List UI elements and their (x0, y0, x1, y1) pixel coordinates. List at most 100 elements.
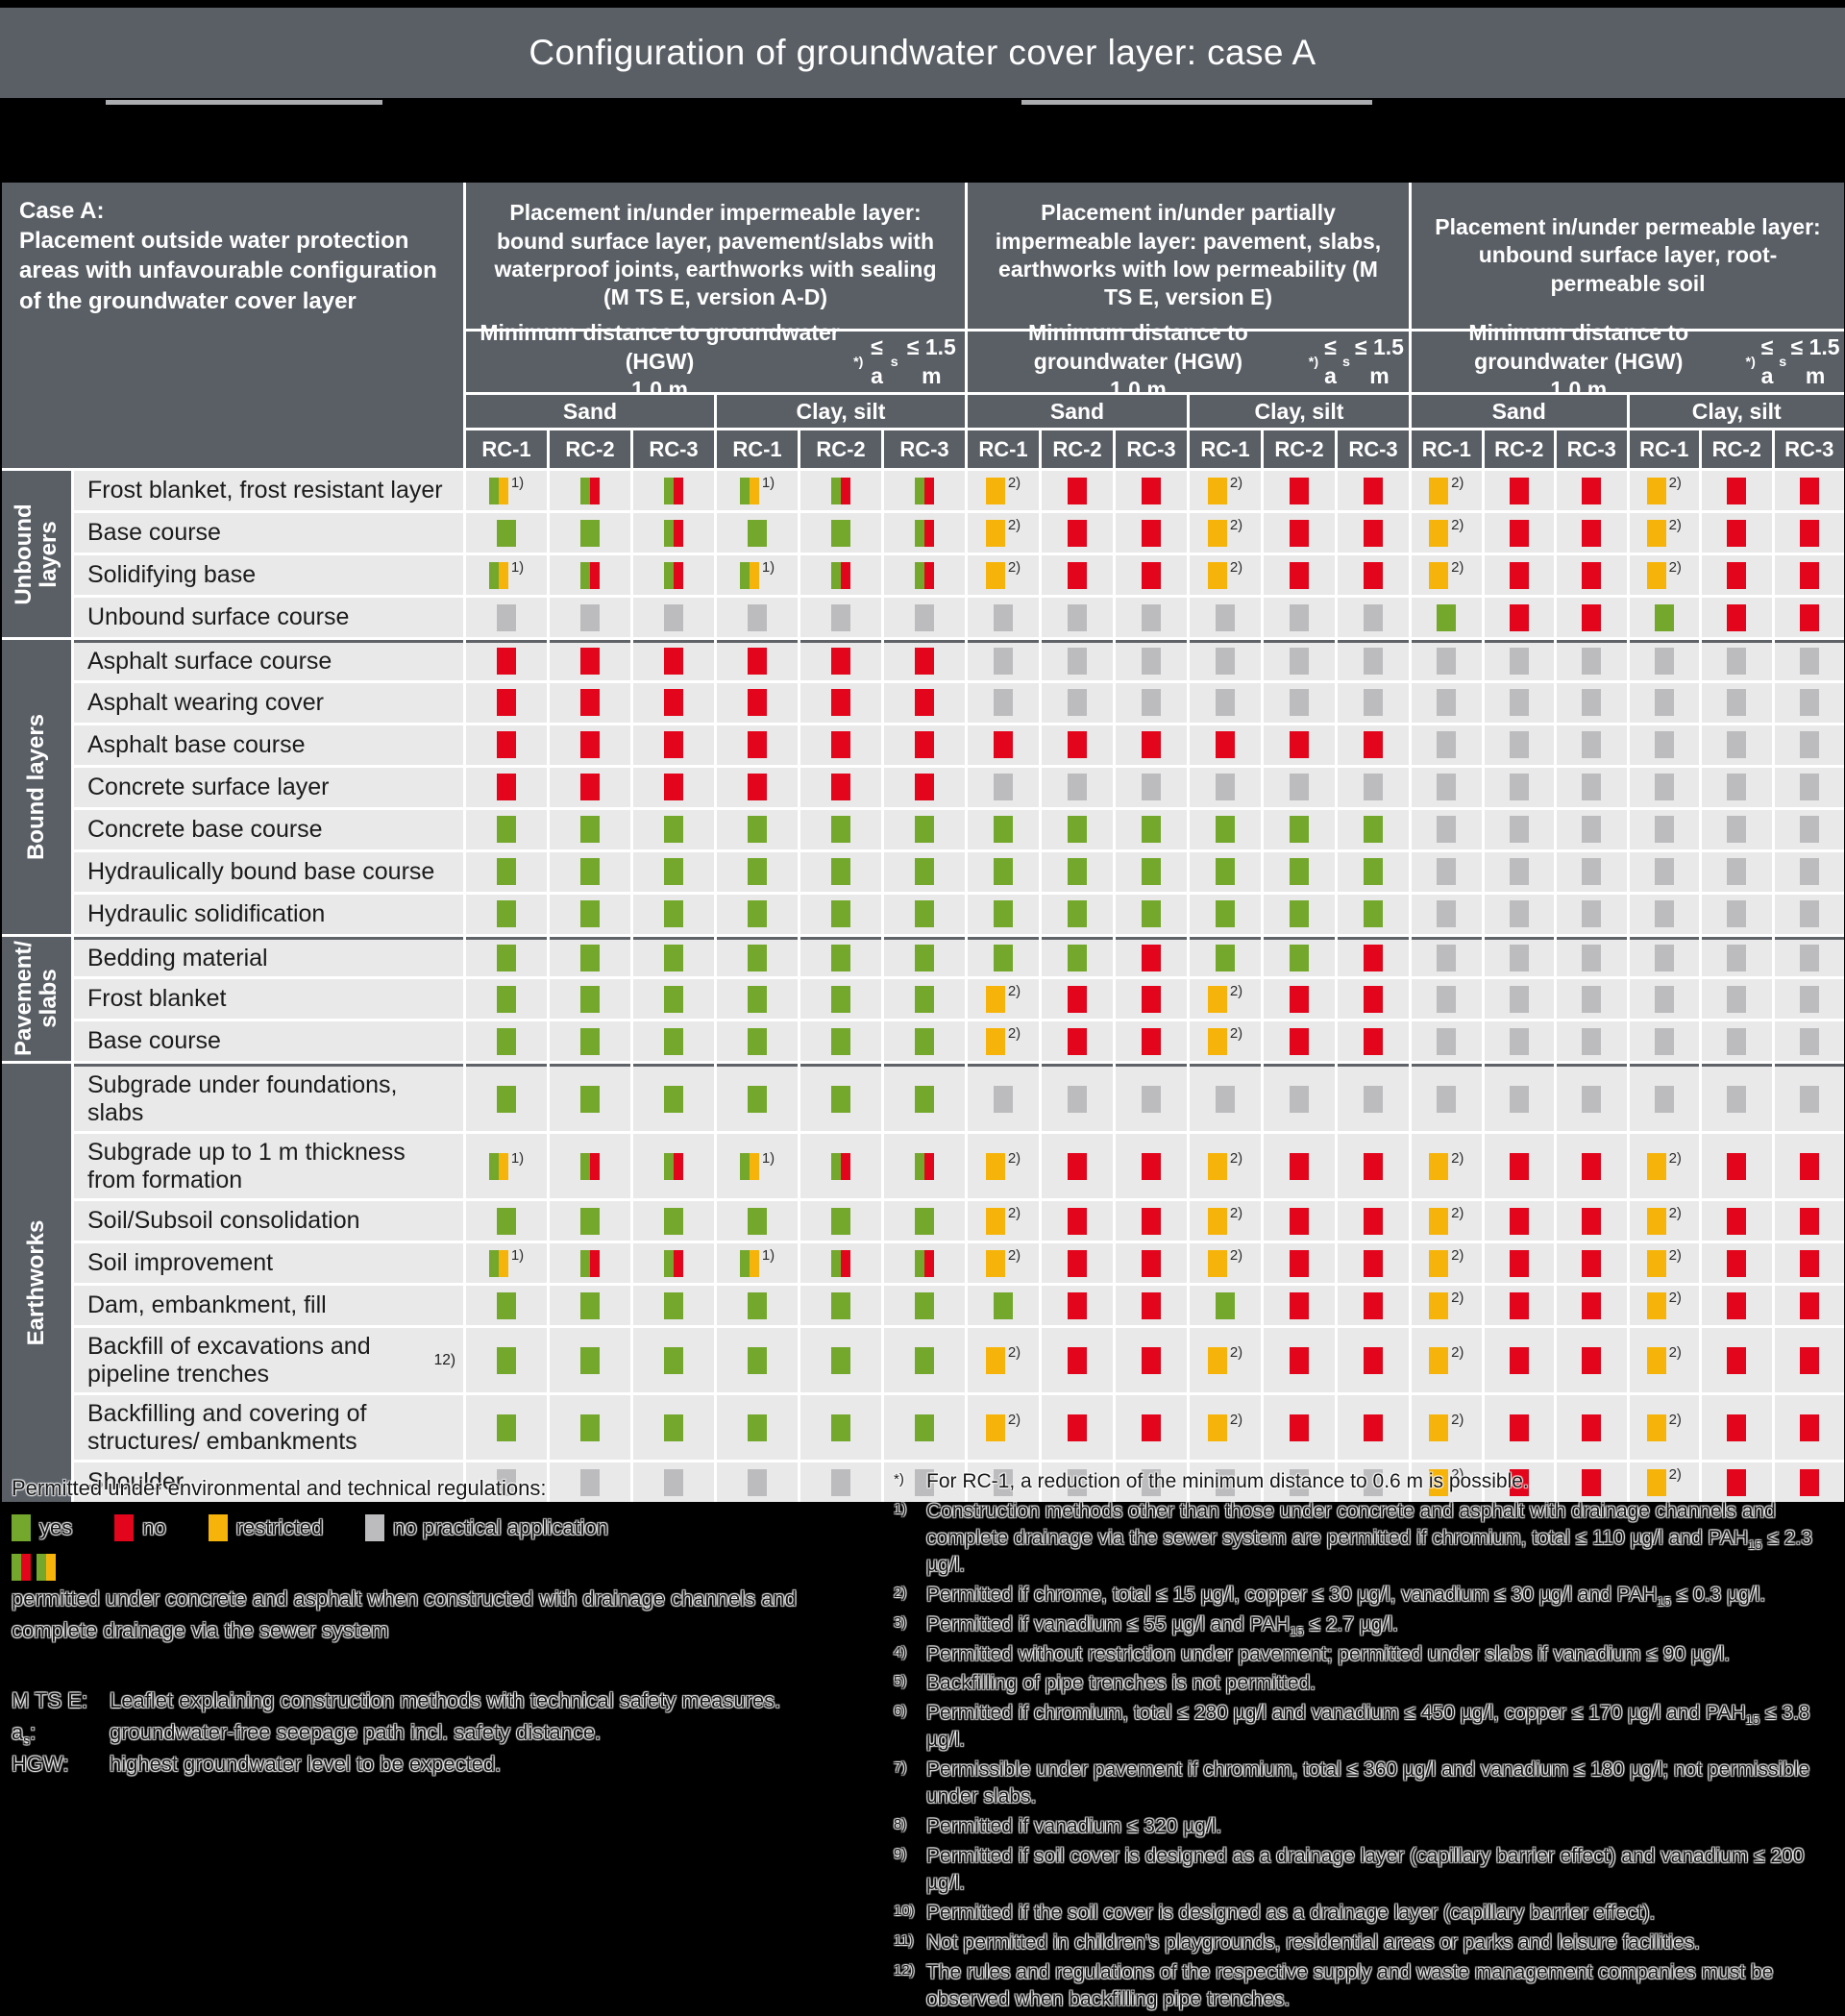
status-swatch-g (748, 1346, 767, 1374)
status-swatch-r (1068, 1152, 1087, 1180)
status-swatch-n (1142, 689, 1161, 716)
data-cell (1702, 894, 1772, 934)
status-swatch-n (994, 1468, 1013, 1496)
status-swatch-g (1216, 944, 1235, 971)
data-cell (1557, 1395, 1627, 1460)
data-cell: 2) (1412, 1463, 1482, 1502)
footnote-text: Not permitted in children’s playgrounds,… (926, 1930, 1701, 1954)
status-swatch-r (1290, 1152, 1309, 1180)
data-cell (800, 682, 881, 723)
status-swatch-n (1437, 648, 1457, 676)
cell-footnote-marker: 2) (1668, 1247, 1682, 1264)
data-cell (1338, 1463, 1409, 1502)
status-swatch-r (1290, 1291, 1309, 1319)
status-swatch-n (1216, 689, 1235, 716)
data-cell (1557, 598, 1627, 637)
status-swatch-y2 (1429, 1346, 1449, 1374)
data-cell (1116, 851, 1187, 892)
row-label: Asphalt surface course (74, 640, 463, 680)
data-cell (1557, 767, 1627, 807)
status-swatch-gy1 (488, 1249, 508, 1277)
status-swatch-g (748, 900, 767, 927)
data-cell (1338, 979, 1409, 1019)
status-swatch-r (1509, 1152, 1529, 1180)
data-cell (1484, 1395, 1554, 1460)
status-swatch-n (994, 603, 1013, 631)
data-cell: 2) (1190, 1243, 1261, 1283)
status-swatch-y2 (1429, 1468, 1449, 1496)
title-bar: Configuration of groundwater cover layer… (0, 8, 1845, 98)
data-cell (550, 1463, 630, 1502)
status-swatch-r (1068, 731, 1087, 758)
footnote-text: Permitted if vanadium ≤ 55 µg/l and PAH1… (926, 1612, 1398, 1638)
footnote-text: Construction methods other than those un… (926, 1499, 1812, 1576)
status-swatch-n (1509, 1027, 1529, 1055)
status-swatch-r (831, 648, 850, 676)
data-cell: 2) (968, 555, 1039, 595)
status-swatch-r (497, 648, 516, 676)
status-swatch-g (1142, 900, 1161, 927)
data-cell (1484, 1134, 1554, 1198)
data-cell (1484, 851, 1554, 892)
data-cell (717, 767, 798, 807)
status-swatch-g (1068, 858, 1087, 885)
data-cell (1702, 1134, 1772, 1198)
data-cell (884, 598, 965, 637)
data-cell (1042, 851, 1113, 892)
cell-footnote-marker: 2) (1229, 559, 1243, 576)
status-swatch-n (1582, 774, 1602, 800)
status-swatch-g (831, 900, 850, 927)
footnotes: *) For RC-1, a reduction of the minimum d… (894, 1468, 1840, 2016)
data-cell (1338, 851, 1409, 892)
cell-footnote-marker: 2) (1451, 1466, 1464, 1483)
data-cell (466, 809, 547, 849)
status-swatch-g (1364, 858, 1383, 885)
status-swatch-n (1727, 944, 1747, 971)
status-swatch-r (1799, 1468, 1819, 1496)
data-cell (1264, 1463, 1335, 1502)
data-cell (884, 640, 965, 680)
data-cell (1042, 1201, 1113, 1241)
status-swatch-r (1364, 1027, 1383, 1055)
status-swatch-yes (12, 1513, 31, 1541)
data-cell (1338, 471, 1409, 510)
cell-footnote-marker: 2) (1668, 1344, 1682, 1361)
status-swatch-r (1582, 1468, 1602, 1496)
row-label: Asphalt wearing cover (74, 682, 463, 723)
status-swatch-n (1799, 858, 1819, 885)
status-swatch-n (1654, 944, 1674, 971)
status-swatch-r (1799, 1414, 1819, 1441)
data-cell (968, 1463, 1039, 1502)
status-swatch-g (1290, 900, 1309, 927)
footnote-marker: 8) (894, 1816, 907, 1833)
data-cell: 2) (1412, 555, 1482, 595)
data-cell (884, 1064, 965, 1131)
data-cell (466, 725, 547, 765)
data-cell (1484, 1463, 1554, 1502)
status-swatch-n (1364, 648, 1383, 676)
status-swatch-g (994, 816, 1013, 843)
data-cell (1412, 640, 1482, 680)
footnote: 5) Backfilling of pipe trenches is not pe… (894, 1670, 1840, 1697)
data-cell (1116, 1395, 1187, 1460)
data-cell (1702, 1328, 1772, 1392)
data-cell (1484, 1064, 1554, 1131)
data-cell (1557, 640, 1627, 680)
data-cell (1484, 767, 1554, 807)
footnote-marker: 12) (894, 1961, 915, 1979)
status-swatch-n (1509, 944, 1529, 971)
status-swatch-r (1142, 1207, 1161, 1235)
status-swatch-r (1068, 985, 1087, 1013)
soil-header-clay-silt: Clay, silt (717, 395, 965, 428)
data-cell (1774, 1064, 1844, 1131)
status-swatch-g (915, 985, 934, 1013)
row-label: Subgrade under foundations, slabs (74, 1064, 463, 1131)
status-swatch-y2 (1646, 477, 1666, 504)
status-swatch-r (1509, 1249, 1529, 1277)
case-a-header: Case A: Placement outside water protectio… (2, 183, 463, 468)
data-cell: 2) (1629, 471, 1699, 510)
cell-footnote-marker: 1) (510, 559, 525, 576)
data-cell (550, 1064, 630, 1131)
data-cell: 2) (968, 1328, 1039, 1392)
row-label: Asphalt base course (74, 725, 463, 765)
